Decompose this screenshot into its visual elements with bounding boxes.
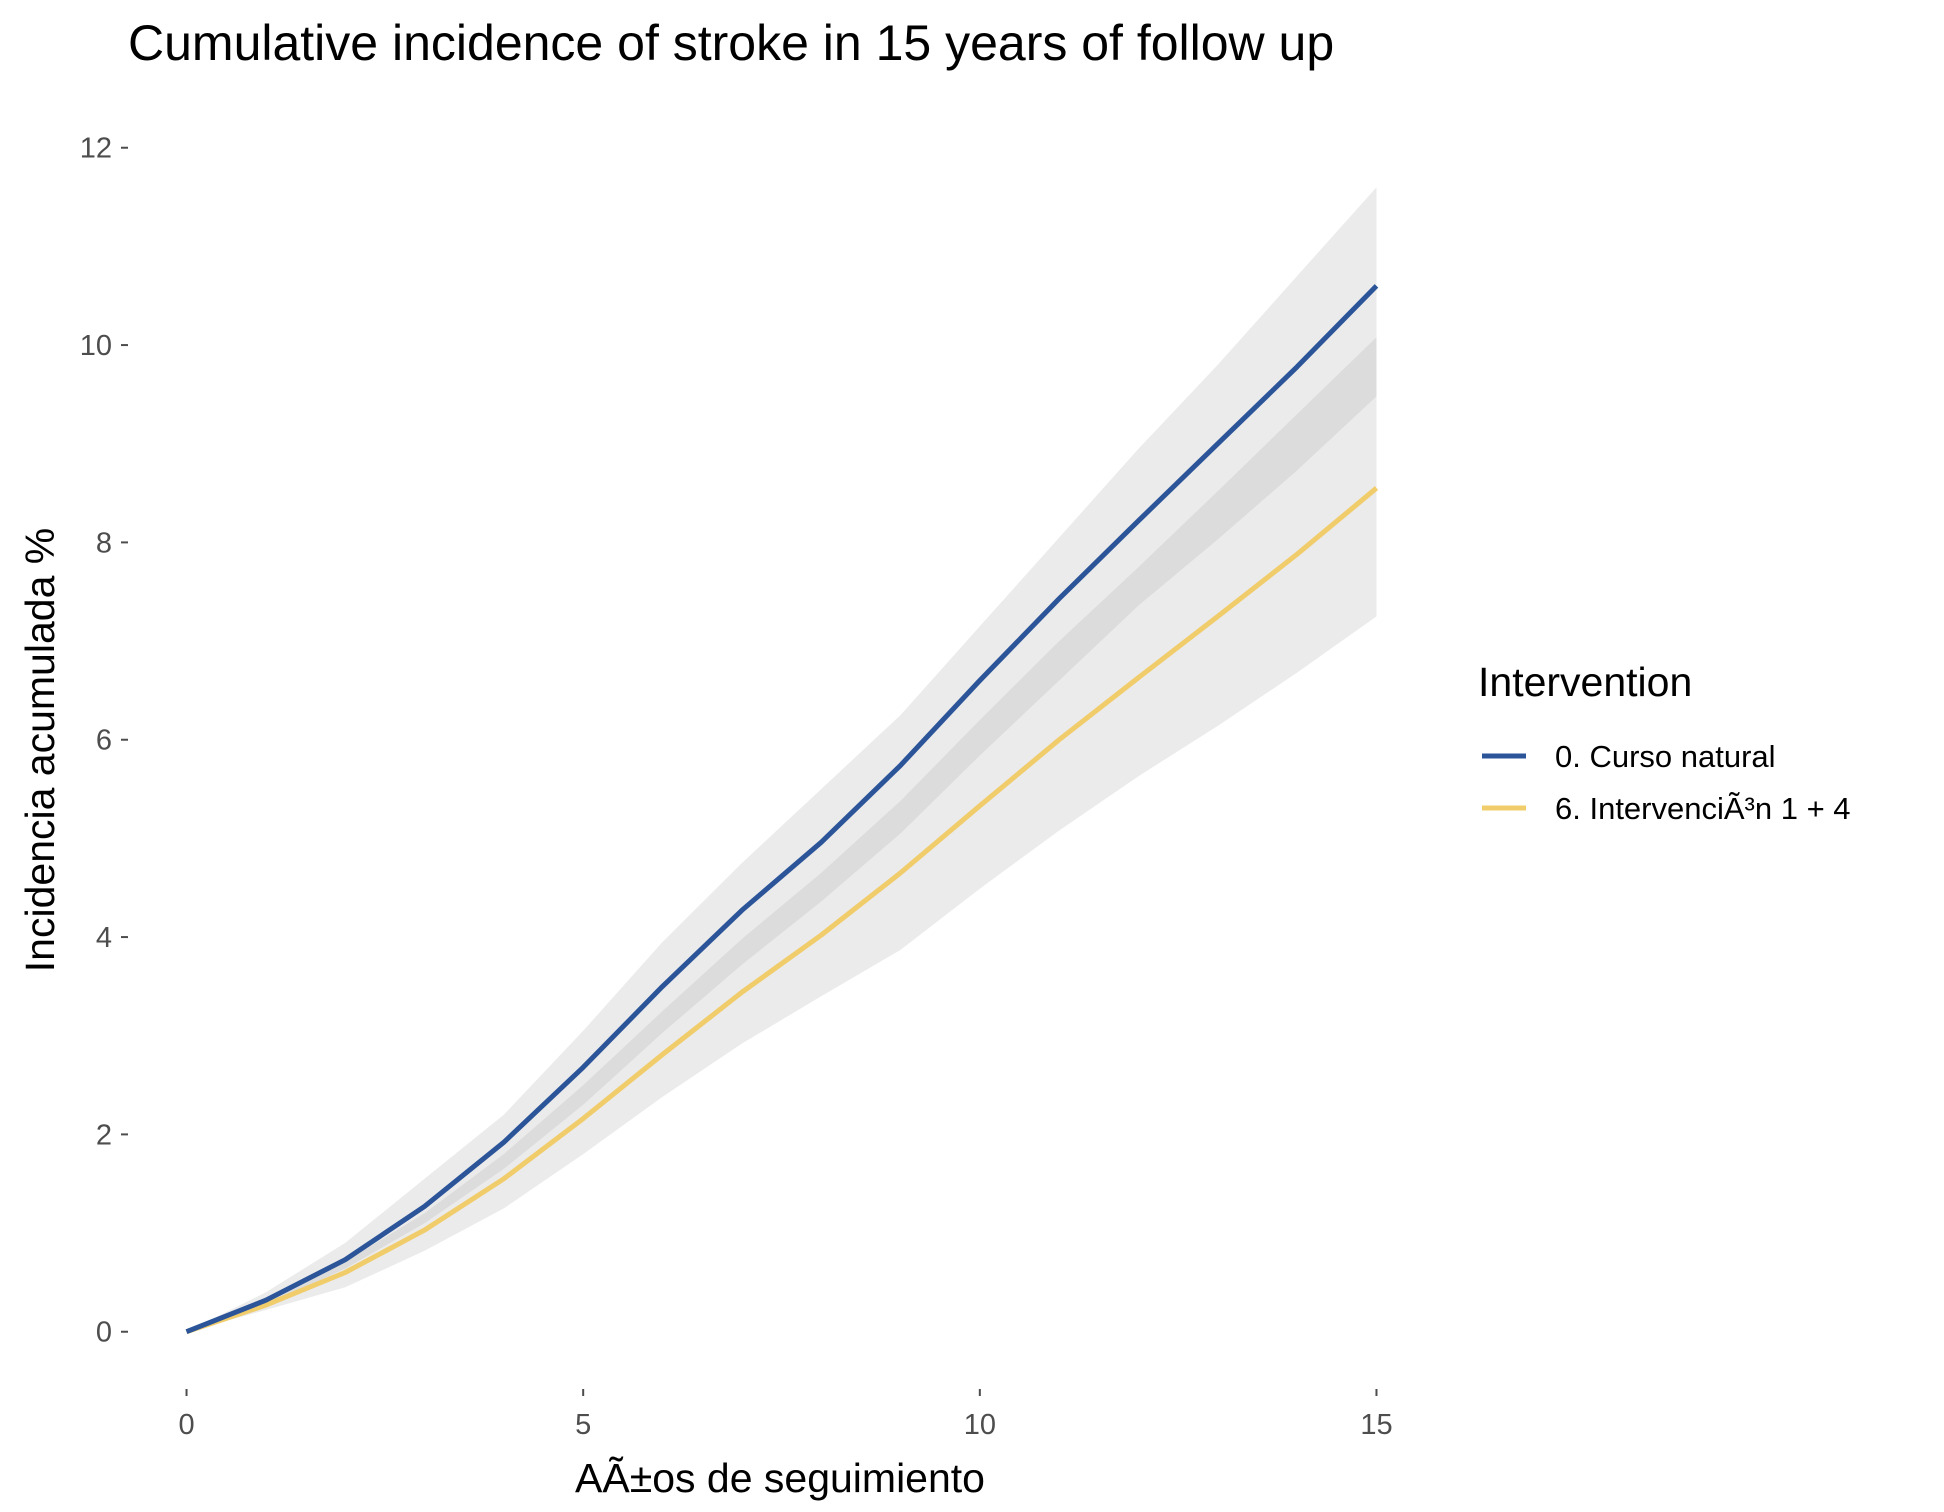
x-tick-label: 5 bbox=[575, 1409, 591, 1441]
y-tick-label: 6 bbox=[96, 725, 112, 757]
legend-label-2: 6. IntervenciÃ³n 1 + 4 bbox=[1555, 791, 1851, 826]
y-tick-label: 10 bbox=[80, 330, 112, 362]
confidence-band-1 bbox=[186, 187, 1377, 1332]
y-axis: 0 2 4 6 8 10 12 bbox=[80, 133, 128, 1349]
confidence-bands bbox=[186, 187, 1377, 1332]
series-line-1 bbox=[185, 284, 1379, 1335]
y-tick-label: 8 bbox=[96, 527, 112, 559]
x-tick-label: 15 bbox=[1360, 1409, 1392, 1441]
series-lines bbox=[185, 284, 1379, 1335]
legend-title: Intervention bbox=[1478, 659, 1692, 705]
y-tick-label: 0 bbox=[96, 1317, 112, 1349]
y-tick-label: 4 bbox=[96, 922, 112, 954]
legend-label-1: 0. Curso natural bbox=[1555, 739, 1776, 774]
x-tick-label: 10 bbox=[964, 1409, 996, 1441]
y-tick-label: 2 bbox=[96, 1119, 112, 1151]
x-tick-label: 0 bbox=[178, 1409, 194, 1441]
y-axis-title: Incidencia acumulada % bbox=[17, 528, 63, 972]
series-line-2 bbox=[185, 486, 1379, 1335]
x-axis: 0 5 10 15 bbox=[178, 1389, 1393, 1441]
legend: Intervention 0. Curso natural 6. Interven… bbox=[1478, 659, 1851, 826]
x-axis-title: AÃ±os de seguimiento bbox=[575, 1455, 985, 1501]
chart-title: Cumulative incidence of stroke in 15 yea… bbox=[128, 15, 1334, 71]
y-tick-label: 12 bbox=[80, 133, 112, 165]
